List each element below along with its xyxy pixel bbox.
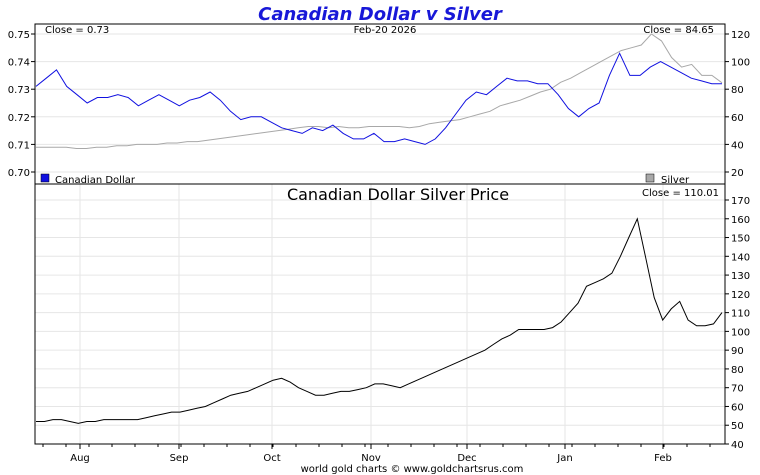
bottom-right-tick-label: 100	[731, 327, 750, 338]
month-tick-label: Nov	[361, 453, 381, 464]
bottom-right-tick-label: 70	[731, 384, 744, 395]
bottom-right-tick-label: 60	[731, 402, 744, 413]
top-left-tick-label: 0.74	[8, 58, 30, 69]
top-left-tick-label: 0.71	[8, 140, 30, 151]
bottom-right-tick-label: 120	[731, 290, 750, 301]
top-right-tick-label: 120	[731, 30, 750, 41]
silver-close-label: Close = 84.65	[643, 25, 714, 36]
month-tick-label: Sep	[170, 453, 189, 464]
month-tick-label: Jan	[556, 453, 572, 464]
footer-credit: world gold charts © www.goldchartsrus.co…	[301, 464, 524, 475]
bottom-right-tick-label: 140	[731, 252, 750, 263]
bottom-right-tick-label: 40	[731, 440, 744, 451]
bottom-right-tick-label: 80	[731, 365, 744, 376]
top-left-tick-label: 0.73	[8, 85, 30, 96]
chart-title: Canadian Dollar v Silver	[258, 4, 503, 25]
x-axis-ticks: Aug Sep Oct Nov Dec Jan Feb	[42, 444, 711, 464]
silver-series-line	[36, 33, 723, 149]
bottom-right-tick-label: 50	[731, 421, 744, 432]
bottom-close-label: Close = 110.01	[642, 188, 719, 199]
bottom-panel-title: Canadian Dollar Silver Price	[287, 185, 509, 204]
month-tick-label: Oct	[263, 453, 280, 464]
cad-silver-price-line	[36, 217, 723, 424]
canadian-dollar-series-line	[35, 52, 722, 145]
top-left-tick-label: 0.75	[8, 30, 30, 41]
top-right-axis-ticks: 20 40 60 80 100 120	[725, 30, 750, 179]
top-left-axis-ticks: 0.70 0.71 0.72 0.73 0.74 0.75	[8, 30, 35, 179]
bottom-panel-frame	[34, 183, 726, 445]
top-panel-frame	[34, 23, 726, 185]
bottom-panel-grid	[35, 184, 725, 445]
top-left-tick-label: 0.70	[8, 168, 30, 179]
legend-cad-swatch	[40, 173, 50, 183]
bottom-right-tick-label: 150	[731, 234, 750, 245]
date-label: Feb-20 2026	[354, 25, 417, 36]
legend-silver-swatch	[645, 173, 655, 183]
top-right-tick-label: 100	[731, 58, 750, 69]
cad-close-label: Close = 0.73	[45, 25, 109, 36]
top-left-tick-label: 0.72	[8, 113, 30, 124]
top-right-tick-label: 60	[731, 113, 744, 124]
month-tick-label: Dec	[457, 453, 476, 464]
top-panel-grid	[35, 33, 725, 173]
month-tick-label: Feb	[654, 453, 672, 464]
bottom-right-tick-label: 160	[731, 215, 750, 226]
bottom-right-tick-label: 110	[731, 309, 750, 320]
bottom-right-tick-label: 130	[731, 271, 750, 282]
top-right-tick-label: 40	[731, 140, 744, 151]
legend-cad-label: Canadian Dollar	[55, 175, 136, 186]
legend-silver-label: Silver	[661, 175, 690, 186]
bottom-right-tick-label: 170	[731, 196, 750, 207]
month-tick-label: Aug	[70, 453, 90, 464]
top-right-tick-label: 80	[731, 85, 744, 96]
bottom-right-tick-label: 90	[731, 346, 744, 357]
top-right-tick-label: 20	[731, 168, 744, 179]
bottom-right-axis-ticks: 40 50 60 70 80 90 100 110 120 130 140 150 160 170	[725, 196, 750, 451]
